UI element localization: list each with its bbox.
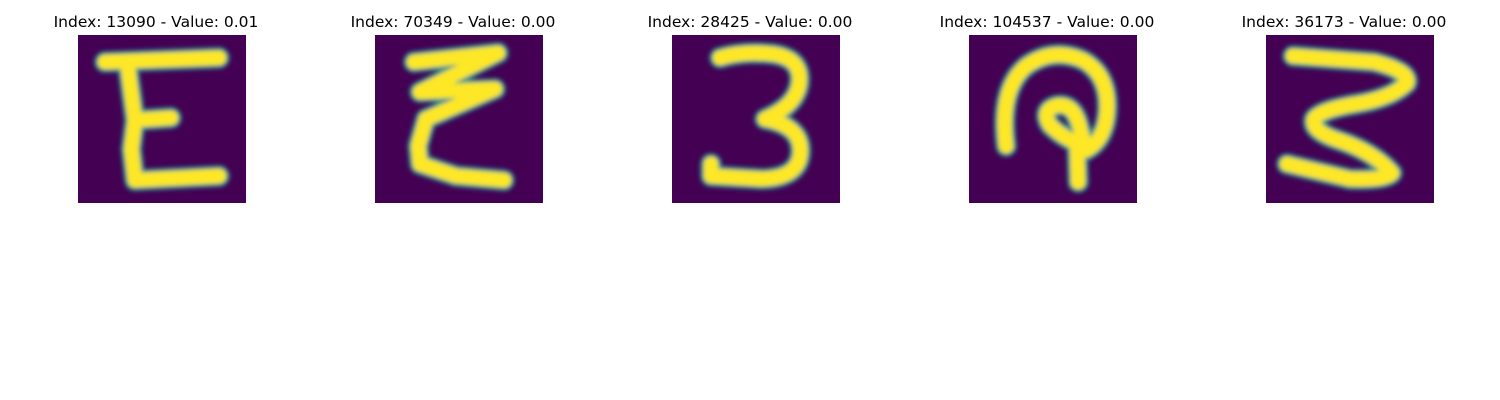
panel-2: Index: 70349 - Value: 0.00 — [303, 0, 603, 210]
handwritten-glyph-e — [78, 35, 246, 203]
panel-5: Index: 36173 - Value: 0.00 — [1194, 0, 1494, 210]
panel-title: Index: 13090 - Value: 0.01 — [53, 13, 259, 31]
panel-title: Index: 28425 - Value: 0.00 — [647, 13, 853, 31]
panel-4: Index: 104537 - Value: 0.00 — [897, 0, 1197, 210]
panel-title: Index: 70349 - Value: 0.00 — [350, 13, 556, 31]
panel-1: Index: 13090 - Value: 0.01 — [6, 0, 306, 210]
handwritten-glyph-arch-hook — [969, 35, 1137, 203]
handwritten-glyph-z3 — [1266, 35, 1434, 203]
panel-title: Index: 36173 - Value: 0.00 — [1241, 13, 1447, 31]
handwritten-glyph-zigzag-e — [375, 35, 543, 203]
panel-3: Index: 28425 - Value: 0.00 — [600, 0, 900, 210]
handwritten-glyph-3 — [672, 35, 840, 203]
panel-title: Index: 104537 - Value: 0.00 — [939, 13, 1155, 31]
